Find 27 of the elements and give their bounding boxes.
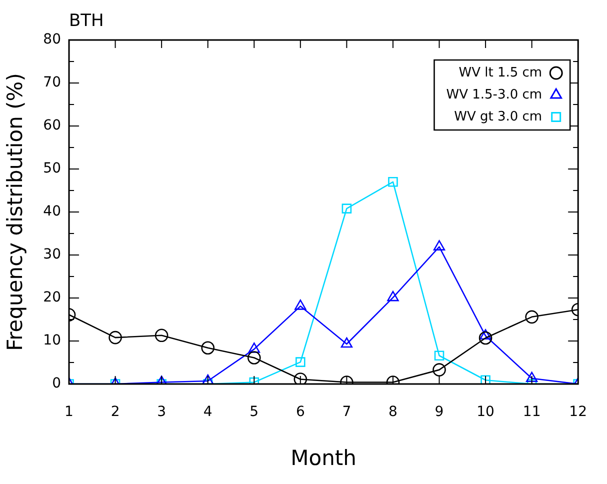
y-tick-label: 30 [43,246,62,263]
x-tick-label: 5 [250,404,259,420]
legend-label: WV gt 3.0 cm [454,109,542,124]
y-tick-label: 10 [43,332,62,349]
y-tick-label: 60 [43,118,62,134]
chart-title: BTH [69,11,104,31]
x-tick-label: 2 [110,404,120,420]
y-tick-label: 0 [52,376,62,392]
y-tick-label: 50 [43,160,62,177]
x-axis-title: Month [290,446,356,470]
x-tick-label: 9 [434,404,444,420]
y-axis-title: Frequency distribution (%) [3,73,28,351]
x-tick-label: 12 [569,404,588,420]
y-tick-label: 20 [43,290,62,306]
x-tick-label: 1 [64,404,74,420]
y-tick-label: 80 [43,32,62,48]
x-tick-label: 7 [342,404,352,420]
y-tick-label: 70 [43,74,62,91]
legend-label: WV 1.5-3.0 cm [446,87,542,102]
legend-label: WV lt 1.5 cm [458,65,542,80]
x-tick-label: 8 [388,404,398,420]
x-tick-label: 6 [296,404,305,420]
x-tick-label: 4 [203,404,212,420]
x-tick-label: 11 [522,404,541,420]
x-tick-label: 3 [157,404,166,420]
x-tick-label: 10 [476,404,494,420]
y-tick-label: 40 [43,204,62,220]
